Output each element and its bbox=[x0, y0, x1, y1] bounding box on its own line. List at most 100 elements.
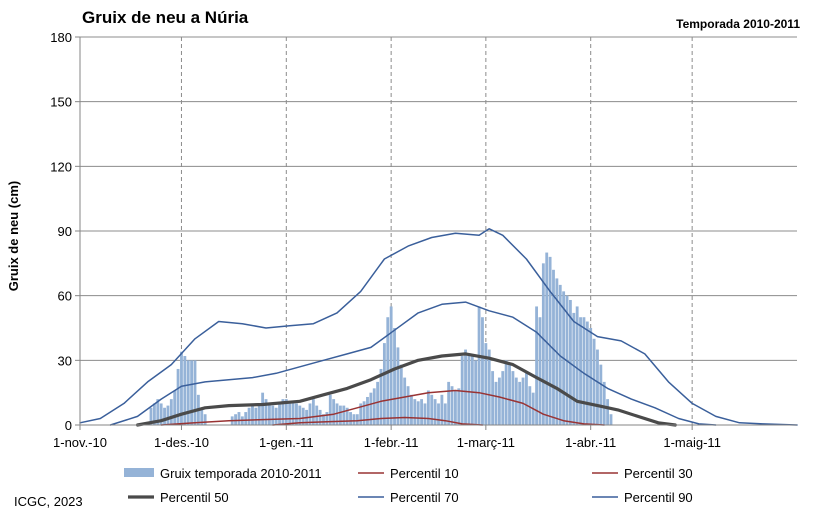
snow-depth-bar bbox=[254, 407, 258, 425]
snow-depth-bar bbox=[186, 360, 190, 425]
credit-text: ICGC, 2023 bbox=[14, 494, 83, 509]
snow-depth-bar bbox=[362, 401, 366, 425]
snow-depth-bar bbox=[518, 381, 522, 425]
snow-depth-bar bbox=[169, 399, 173, 425]
snow-depth-bar bbox=[596, 349, 599, 425]
snow-depth-bar bbox=[180, 351, 183, 425]
snow-depth-bar bbox=[582, 317, 586, 425]
snow-depth-bar bbox=[308, 403, 312, 425]
snow-depth-bar bbox=[470, 356, 474, 425]
y-tick-label: 90 bbox=[58, 224, 72, 239]
snow-depth-bar bbox=[338, 405, 342, 425]
series-line-percentil-90 bbox=[79, 228, 798, 426]
snow-depth-bar bbox=[525, 371, 528, 425]
snow-depth-bar bbox=[379, 368, 383, 425]
snow-depth-bar bbox=[599, 364, 603, 425]
x-tick-label: 1-des.-10 bbox=[154, 435, 209, 450]
y-tick-label: 120 bbox=[50, 159, 72, 174]
snow-depth-bar bbox=[355, 414, 359, 425]
snow-depth-bar bbox=[257, 405, 261, 425]
snow-depth-bar bbox=[200, 407, 204, 425]
snow-depth-bar bbox=[149, 407, 153, 425]
snow-depth-bar bbox=[602, 381, 606, 425]
y-axis-label: Gruix de neu (cm) bbox=[6, 181, 21, 292]
snow-depth-bar bbox=[156, 399, 160, 425]
snow-depth-bar bbox=[511, 371, 515, 425]
series-line-percentil-70 bbox=[109, 301, 717, 426]
snow-depth-bar bbox=[234, 414, 237, 425]
snow-depth-bar bbox=[251, 403, 254, 425]
snow-depth-bar bbox=[176, 368, 180, 425]
snow-depth-bar bbox=[457, 388, 461, 425]
axes bbox=[75, 36, 797, 430]
snow-depth-bar bbox=[159, 403, 163, 425]
snow-depth-bar bbox=[376, 381, 380, 425]
snow-depth-bar bbox=[369, 392, 373, 425]
y-tick-label: 180 bbox=[50, 30, 72, 45]
snow-depth-bar bbox=[328, 394, 332, 425]
snow-depth-bar bbox=[440, 394, 444, 425]
snow-depth-bar bbox=[345, 407, 349, 425]
snow-depth-bar bbox=[244, 412, 248, 425]
y-tick-label: 60 bbox=[58, 289, 72, 304]
snow-depth-bar bbox=[484, 343, 488, 425]
snow-depth-bar bbox=[288, 403, 292, 425]
snow-depth-bar bbox=[416, 401, 420, 425]
snow-depth-bar bbox=[447, 381, 451, 425]
x-tick-label: 1-gen.-11 bbox=[259, 435, 314, 450]
legend-entry: Percentil 10 bbox=[390, 466, 459, 481]
snow-depth-bar bbox=[183, 356, 187, 425]
chart-subtitle: Temporada 2010-2011 bbox=[676, 17, 800, 31]
snow-depth-bar bbox=[504, 360, 508, 425]
x-tick-label: 1-març-11 bbox=[457, 435, 515, 450]
snow-depth-bar bbox=[413, 399, 417, 425]
snow-depth-bar bbox=[487, 349, 491, 425]
snow-depth-bar bbox=[372, 388, 376, 425]
x-tick-label: 1-nov.-10 bbox=[53, 435, 107, 450]
snow-depth-bar bbox=[403, 377, 407, 425]
snow-depth-bar bbox=[382, 343, 386, 425]
snow-depth-bar bbox=[464, 349, 467, 425]
legend-swatch-bar bbox=[124, 468, 154, 477]
snow-depth-bar bbox=[311, 399, 315, 425]
snow-depth-bar bbox=[298, 405, 302, 425]
snow-depth-bar bbox=[322, 414, 325, 425]
snow-depth-bar bbox=[332, 399, 336, 425]
snow-depth-bar bbox=[538, 317, 542, 425]
snow-depth-bar bbox=[278, 403, 281, 425]
snow-depth-bar bbox=[261, 392, 265, 425]
snow-depth-bar bbox=[267, 403, 271, 425]
snow-depth-bar bbox=[163, 407, 166, 425]
snow-depth-bar bbox=[301, 407, 305, 425]
snow-depth-bar bbox=[433, 399, 437, 425]
snow-depth-bar bbox=[335, 403, 339, 425]
snow-depth-bar bbox=[585, 321, 589, 425]
snow-depth-bar bbox=[318, 409, 322, 425]
x-tick-labels: 1-nov.-10 1-des.-10 1-gen.-11 1-febr.-11 1-m… bbox=[53, 435, 721, 450]
y-tick-label: 150 bbox=[50, 95, 72, 110]
snow-depth-bar bbox=[535, 306, 539, 425]
x-tick-label: 1-febr.-11 bbox=[364, 435, 419, 450]
snow-depth-bar bbox=[508, 364, 511, 425]
snow-depth-bar bbox=[481, 317, 484, 425]
legend-entry: Percentil 70 bbox=[390, 490, 459, 505]
snow-depth-bar bbox=[572, 312, 576, 425]
snow-depth-bar bbox=[443, 403, 447, 425]
snow-depth-bar bbox=[552, 269, 555, 425]
snow-depth-bar bbox=[190, 360, 194, 425]
legend-entry: Percentil 50 bbox=[160, 490, 229, 505]
snow-depth-bar bbox=[342, 405, 346, 425]
series-line-percentil-30 bbox=[160, 389, 605, 426]
snow-depth-bar bbox=[497, 377, 501, 425]
snow-depth-bar bbox=[541, 263, 545, 425]
snow-depth-bar bbox=[203, 414, 207, 425]
snow-depth-bar bbox=[606, 399, 610, 425]
snow-depth-bar bbox=[609, 414, 613, 425]
snow-depth-bar bbox=[410, 394, 413, 425]
snow-depth-bar bbox=[491, 371, 495, 425]
snow-depth-bar bbox=[406, 386, 410, 425]
snow-depth-bar bbox=[166, 405, 170, 425]
chart-title: Gruix de neu a Núria bbox=[82, 8, 249, 27]
snow-depth-bar bbox=[494, 381, 498, 425]
